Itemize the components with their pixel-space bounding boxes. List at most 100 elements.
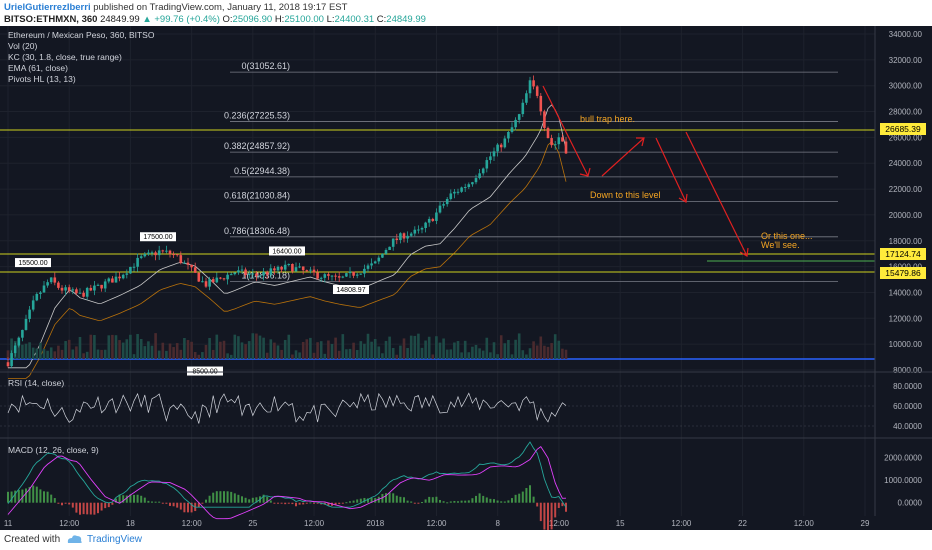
volume-bar <box>352 342 355 359</box>
macd-histogram-bar <box>241 496 243 503</box>
macd-histogram-bar <box>334 502 337 506</box>
pivot-label: 17500.00 <box>143 234 172 241</box>
volume-bar <box>517 333 521 359</box>
annotation-bull-trap: bull trap here. <box>580 114 635 124</box>
volume-bar <box>381 353 384 359</box>
candle-body <box>276 266 280 271</box>
chart-area[interactable]: 11 12:00 18 12:00 25 12:00 2018 12:00 8 12:00 15 12… <box>0 26 932 530</box>
volume-bar <box>330 343 334 359</box>
x-tick-label: 12:00 <box>182 519 203 528</box>
candle-body <box>183 262 186 264</box>
volume-bar <box>28 342 31 359</box>
candle-body <box>175 254 179 256</box>
macd-histogram-bar <box>190 502 193 513</box>
macd-histogram-bar <box>521 491 524 503</box>
candle-body <box>445 199 449 205</box>
candle-body <box>391 238 395 247</box>
macd-histogram-bar <box>561 502 564 507</box>
volume-bar <box>550 343 553 359</box>
macd-histogram-bar <box>284 502 287 505</box>
candle-body <box>294 267 298 272</box>
macd-histogram-bar <box>118 494 121 503</box>
candle-body <box>514 119 517 128</box>
pivot-label: 16400.00 <box>272 248 301 255</box>
macd-histogram-bar <box>381 493 384 503</box>
fib-label: 0(31052.61) <box>241 61 290 71</box>
candle-body <box>550 138 553 146</box>
published-text: published on TradingView.com, January 11… <box>93 2 348 13</box>
macd-histogram-bar <box>277 502 279 504</box>
macd-histogram-bar <box>176 502 179 508</box>
volume-bar <box>226 353 229 359</box>
pivot-label-box <box>333 285 369 295</box>
candle-body <box>456 191 460 193</box>
macd-histogram-bar <box>359 498 362 503</box>
candle-body <box>406 235 409 239</box>
volume-bar <box>435 336 438 359</box>
macd-histogram-bar <box>273 502 276 504</box>
volume-bar <box>456 341 460 359</box>
candle-body <box>150 252 154 254</box>
x-tick-label: 12:00 <box>426 519 447 528</box>
candle-body <box>215 277 219 283</box>
volume-bar <box>496 354 499 359</box>
candle-body <box>363 268 366 274</box>
pivot-label-box <box>15 258 51 268</box>
volume-bar <box>564 349 568 359</box>
volume-bar <box>42 348 46 359</box>
fibonacci-levels: 0(31052.61) 0.236(27225.53) 0.382(24857.92… <box>224 61 838 283</box>
candle-body <box>388 246 391 250</box>
candle-body <box>244 269 247 276</box>
rsi-tick-label: 80.0000 <box>893 382 922 391</box>
arrow-up <box>601 137 645 177</box>
macd-histogram-bar <box>467 500 470 503</box>
candle-body <box>10 353 13 367</box>
y-tick-label: 34000.00 <box>889 30 923 39</box>
macd-histogram-bar <box>39 489 42 503</box>
candles <box>6 75 568 368</box>
tradingview-brand-link[interactable]: TradingView <box>87 534 143 545</box>
y-tick-label: 32000.00 <box>889 56 923 65</box>
candle-body <box>197 272 201 282</box>
candle-body <box>474 178 478 183</box>
author-link[interactable]: UrielGutierrezIberri <box>4 2 91 13</box>
volume-bar <box>348 348 352 359</box>
volume-bar <box>532 341 535 359</box>
open-value: 25096.90 <box>232 14 273 25</box>
volume-bar <box>157 350 161 359</box>
macd-histogram-bar <box>71 502 74 508</box>
macd-panel: 2000.0000 1000.0000 0.0000 <box>7 441 923 530</box>
candle-body <box>24 318 28 330</box>
macd-histogram-bar <box>280 502 283 504</box>
volume-bar <box>409 335 413 359</box>
candle-body <box>525 93 528 103</box>
macd-histogram-bar <box>302 502 305 505</box>
macd-histogram-bar <box>266 496 269 503</box>
ema-line <box>8 141 567 379</box>
volume-bar <box>438 342 442 359</box>
candle-body <box>67 287 71 291</box>
macd-histogram-bar <box>417 502 420 504</box>
fib-label: 0.236(27225.53) <box>224 111 290 121</box>
candle-body <box>283 264 287 270</box>
tradingview-logo-icon <box>67 535 82 543</box>
macd-histogram-bar <box>237 494 240 503</box>
created-with-text: Created with <box>4 534 61 545</box>
macd-histogram-bar <box>550 502 553 530</box>
macd-histogram-bar <box>35 486 38 503</box>
macd-histogram-bar <box>475 495 477 503</box>
macd-histogram-bar <box>151 501 153 503</box>
candle-body <box>539 95 543 112</box>
volume-bar <box>244 344 247 359</box>
volume-bar <box>453 342 456 359</box>
volume-bar <box>10 338 13 359</box>
svg-text:26685.39: 26685.39 <box>885 124 921 134</box>
macd-histogram-bar <box>309 502 312 504</box>
candle-body <box>323 274 327 278</box>
macd-histogram-bar <box>298 502 301 505</box>
macd-histogram-bar <box>208 495 211 503</box>
macd-histogram-bar <box>107 502 110 508</box>
volume-bar <box>193 352 197 359</box>
macd-histogram-bar <box>536 502 539 507</box>
candle-body <box>147 252 150 255</box>
